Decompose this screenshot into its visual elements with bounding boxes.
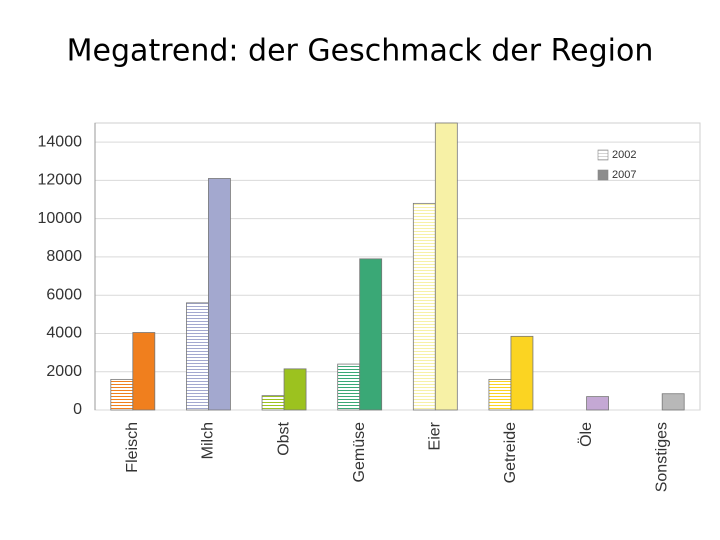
legend-swatch — [597, 149, 609, 161]
bar — [283, 368, 307, 411]
x-tick-label: Milch — [200, 422, 217, 459]
bar — [132, 332, 156, 411]
x-tick-label: Sonstiges — [653, 422, 670, 492]
x-tick-label: Fleisch — [124, 422, 141, 473]
bar — [510, 335, 534, 411]
bar — [661, 393, 685, 411]
legend-label: 2007 — [612, 169, 636, 181]
chart-title: Megatrend: der Geschmack der Region — [67, 34, 654, 69]
legend-swatch — [597, 169, 609, 181]
y-tick-label: 12000 — [38, 172, 83, 189]
x-tick-label: Obst — [275, 421, 292, 455]
y-tick-label: 8000 — [46, 248, 82, 265]
plot-frame — [94, 122, 701, 411]
y-tick-label: 6000 — [46, 286, 82, 303]
bar — [359, 258, 383, 411]
bar — [412, 202, 436, 411]
bar — [186, 302, 209, 411]
bar — [434, 122, 458, 411]
bar — [488, 378, 512, 411]
x-tick-label: Getreide — [502, 422, 519, 483]
y-tick-label: 2000 — [46, 363, 82, 380]
legend-label: 2002 — [612, 149, 636, 161]
bar — [110, 378, 134, 411]
bar — [586, 396, 609, 411]
y-tick-label: 0 — [73, 401, 82, 418]
y-tick-label: 14000 — [38, 133, 83, 150]
bar — [337, 363, 361, 411]
y-tick-label: 10000 — [38, 210, 83, 227]
x-tick-label: Gemüse — [351, 422, 368, 483]
bar — [261, 395, 285, 411]
x-tick-label: Eier — [427, 421, 444, 450]
x-tick-label: Öle — [577, 422, 595, 447]
y-tick-label: 4000 — [46, 325, 82, 342]
bar — [208, 178, 231, 411]
